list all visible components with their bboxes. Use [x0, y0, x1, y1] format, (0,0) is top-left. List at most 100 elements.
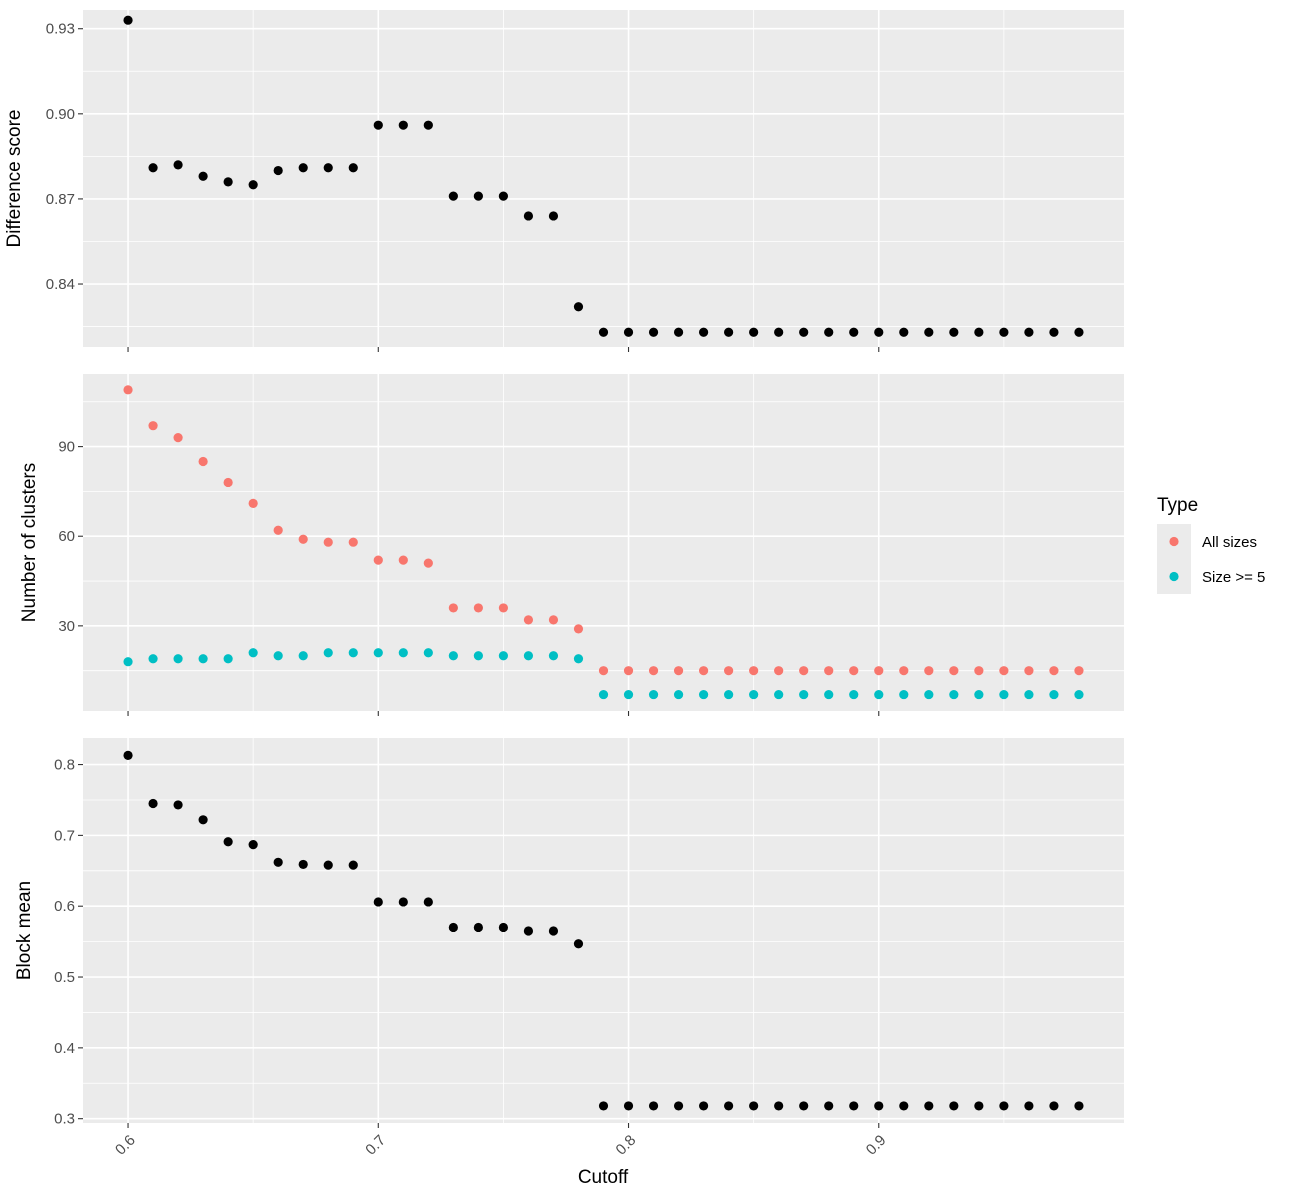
y-tick-label: 0.3	[54, 1111, 75, 1128]
data-point	[1049, 327, 1059, 337]
data-point	[899, 327, 909, 337]
data-point	[348, 648, 358, 658]
data-point	[899, 689, 909, 700]
x-tick-label: 0.8	[613, 1132, 640, 1159]
y-tick-label: 60	[58, 528, 75, 545]
data-point	[423, 558, 433, 568]
data-point	[1074, 666, 1084, 676]
data-point	[648, 1101, 659, 1111]
data-point	[223, 837, 233, 847]
data-point	[698, 327, 709, 337]
data-point	[824, 327, 834, 337]
legend-label: Size >= 5	[1202, 569, 1265, 586]
data-point	[248, 498, 258, 508]
x-tick-label: 0.7	[362, 1132, 389, 1159]
data-point	[724, 327, 734, 337]
data-point	[774, 666, 784, 676]
data-point	[749, 1101, 759, 1111]
data-point	[573, 624, 584, 634]
data-point	[398, 897, 408, 907]
data-point	[974, 689, 984, 700]
data-point	[473, 651, 483, 661]
data-point	[448, 603, 458, 613]
data-point	[999, 689, 1009, 700]
data-point	[623, 689, 634, 700]
data-point	[1049, 689, 1059, 700]
data-point	[323, 537, 333, 547]
data-point	[648, 327, 659, 337]
y-axis-title: Difference score	[4, 110, 25, 248]
panel-3: 0.3 0.4 0.5 0.6 0.7 0.8 0.6 0.7 0.8 0.9 Block mean	[14, 738, 1124, 1159]
data-point	[198, 815, 208, 825]
data-point	[724, 1101, 734, 1111]
data-point	[774, 689, 784, 700]
data-point	[523, 926, 534, 936]
data-point	[698, 689, 709, 700]
data-point	[598, 666, 609, 676]
y-tick-label: 0.4	[54, 1040, 75, 1057]
data-point	[949, 1101, 959, 1111]
y-tick-label: 0.93	[46, 21, 75, 38]
data-point	[874, 666, 884, 676]
data-point	[749, 327, 759, 337]
data-point	[173, 433, 183, 443]
data-point	[148, 654, 158, 664]
data-point	[198, 456, 208, 467]
data-point	[648, 666, 659, 676]
data-point	[398, 555, 408, 565]
data-point	[498, 191, 509, 201]
data-point	[924, 689, 934, 700]
data-point	[749, 689, 759, 700]
data-point	[473, 603, 483, 613]
data-point	[523, 615, 534, 625]
data-point	[774, 327, 784, 337]
data-point	[849, 1101, 859, 1111]
data-point	[673, 1101, 684, 1111]
data-point	[949, 689, 959, 700]
data-point	[398, 648, 408, 658]
data-point	[874, 327, 884, 337]
data-point	[598, 327, 609, 337]
x-tick-label: 0.9	[863, 1132, 890, 1159]
data-point	[849, 666, 859, 676]
data-point	[874, 1101, 884, 1111]
data-point	[348, 537, 358, 547]
data-point	[323, 163, 333, 173]
data-point	[548, 926, 559, 936]
series-size-5	[123, 648, 1084, 700]
data-point	[1074, 1101, 1084, 1111]
data-point	[548, 651, 559, 661]
data-point	[824, 689, 834, 700]
data-point	[548, 211, 559, 221]
data-point	[148, 421, 158, 431]
data-point	[373, 648, 383, 658]
data-point	[248, 180, 258, 190]
data-point	[298, 859, 308, 870]
data-point	[148, 163, 158, 173]
panel-2: 30 60 90 Number of clusters	[19, 374, 1124, 716]
data-point	[298, 534, 308, 544]
data-point	[273, 165, 283, 176]
data-point	[974, 1101, 984, 1111]
data-point	[198, 171, 208, 181]
data-point	[1024, 666, 1034, 676]
data-point	[799, 327, 809, 337]
data-point	[423, 120, 433, 130]
data-point	[473, 191, 483, 201]
data-point	[223, 654, 233, 664]
data-point	[498, 651, 509, 661]
data-point	[824, 1101, 834, 1111]
data-point	[273, 651, 283, 661]
y-axis-title: Block mean	[14, 881, 35, 980]
data-point	[173, 800, 183, 810]
data-point	[148, 798, 158, 809]
data-point	[248, 839, 258, 850]
y-tick-label: 90	[58, 439, 75, 456]
data-point	[598, 689, 609, 700]
chart-panels: 0.84 0.87 0.90 0.93 Difference score 30 60 90 Nu…	[4, 10, 1124, 1159]
data-point	[273, 857, 283, 867]
data-point	[223, 177, 233, 187]
data-point	[874, 689, 884, 700]
y-tick-label: 0.8	[54, 757, 75, 774]
data-point	[899, 666, 909, 676]
